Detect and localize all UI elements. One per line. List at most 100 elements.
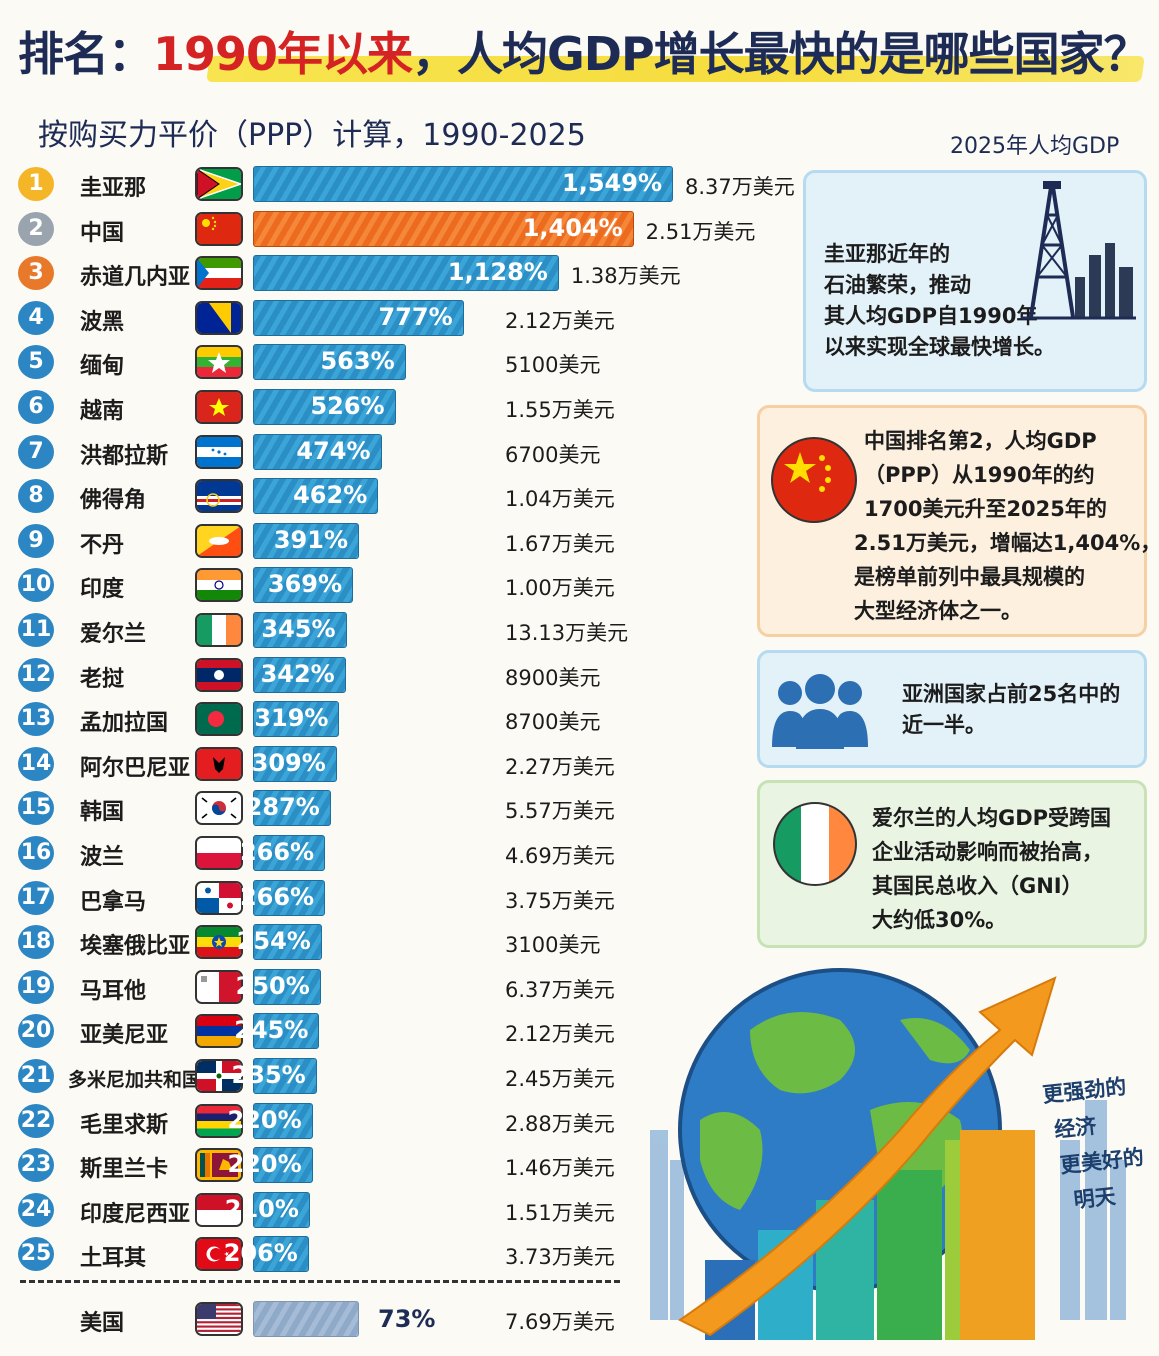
- title-part-2: 1990年以来: [153, 27, 413, 81]
- gdp-2025-value: 6.37万美元: [505, 977, 615, 1002]
- title-area: 排名：1990年以来，人均GDP增长最快的是哪些国家？: [18, 12, 1150, 92]
- note-line: 石油繁荣，推动: [824, 273, 971, 297]
- ranking-row: 21 多米尼加共和国 235% 2.45万美元: [0, 1056, 800, 1096]
- growth-bar: 1,404%: [253, 210, 634, 247]
- rank-badge: 15: [18, 791, 54, 826]
- albania-flag-icon: [195, 746, 243, 781]
- growth-bar: 235%: [232, 1058, 317, 1094]
- country-name: 印度尼西亚: [80, 1201, 191, 1227]
- note-ireland: 爱尔兰的人均GDP受跨国 企业活动影响而被抬高， 其国民总收入（GNI） 大约低…: [757, 780, 1147, 948]
- panama-flag-icon: [195, 880, 243, 915]
- growth-value-label: 210%: [224, 1194, 299, 1223]
- growth-bar: 220%: [227, 1147, 313, 1184]
- south-korea-flag-icon: [195, 791, 243, 826]
- india-flag-icon: [195, 568, 243, 603]
- usa-flag-icon: [195, 1302, 243, 1336]
- rank-badge: 1: [18, 167, 54, 201]
- gdp-2025-value: 7.69万美元: [505, 1310, 615, 1334]
- ranking-row: 18 埃塞俄比亚 254% 3100美元: [0, 922, 800, 962]
- bangladesh-flag-icon: [195, 702, 243, 737]
- country-name: 中国: [80, 220, 125, 246]
- ranking-row: 17 巴拿马 266% 3.75万美元: [0, 878, 800, 918]
- indonesia-flag-icon: [195, 1192, 243, 1227]
- growth-bar: 563%: [253, 344, 406, 381]
- gdp-2025-value: 1.67万美元: [505, 531, 615, 556]
- reference-divider: [20, 1280, 620, 1283]
- ethiopia-flag-icon: [195, 925, 243, 960]
- note-line: 爱尔兰的人均GDP受跨国: [872, 806, 1112, 830]
- country-name: 波兰: [80, 845, 125, 870]
- gdp-2025-value: 2.12万美元: [505, 1022, 615, 1047]
- ranking-row: 1 圭亚那 1,549% 8.37万美元: [0, 164, 800, 204]
- gdp-2025-value: 1.00万美元: [505, 576, 615, 601]
- country-name: 佛得角: [80, 488, 147, 514]
- note-line: 亚洲国家占前25名中的: [902, 682, 1121, 706]
- country-name: 马耳他: [80, 978, 147, 1004]
- growth-value-label: 462%: [293, 481, 368, 510]
- growth-value-label: 777%: [378, 302, 453, 331]
- gdp-2025-value: 6700美元: [505, 442, 601, 467]
- country-name: 毛里求斯: [80, 1112, 169, 1138]
- country-name: 埃塞俄比亚: [80, 934, 191, 960]
- note-line: 中国排名第2，人均GDP: [864, 429, 1097, 453]
- growth-arrow-icon: [678, 976, 1057, 1337]
- growth-value-label: 342%: [260, 659, 335, 688]
- armenia-flag-icon: [195, 1014, 243, 1049]
- note-china-text: 中国排名第2，人均GDP （PPP）从1990年的约 1700美元升至2025年…: [854, 424, 1159, 628]
- growth-value-label: 563%: [320, 347, 395, 376]
- note-line: 大型经济体之一。: [854, 599, 1022, 623]
- gdp-2025-value: 2.51万美元: [645, 219, 756, 244]
- rank-badge: 8: [18, 479, 54, 514]
- country-name: 越南: [80, 399, 125, 424]
- gdp-2025-value: 1.38万美元: [570, 264, 681, 289]
- city-skyline: [650, 1100, 1126, 1320]
- note-ireland-text: 爱尔兰的人均GDP受跨国 企业活动影响而被抬高， 其国民总收入（GNI） 大约低…: [872, 801, 1111, 937]
- gdp-2025-value: 2.12万美元: [505, 308, 615, 333]
- bhutan-flag-icon: [195, 523, 243, 558]
- honduras-flag-icon: [195, 434, 243, 469]
- ranking-row: 14 阿尔巴尼亚 309% 2.27万美元: [0, 744, 800, 784]
- rank-badge: 11: [18, 613, 54, 647]
- ranking-row: 6 越南 526% 1.55万美元: [0, 387, 800, 427]
- growth-bar: 266%: [240, 879, 326, 916]
- growth-bar: 210%: [225, 1191, 310, 1228]
- country-name: 缅甸: [80, 354, 125, 380]
- note-line: （PPP）从1990年的约: [864, 463, 1095, 487]
- growth-bar: 220%: [227, 1102, 313, 1139]
- growth-bar: 309%: [252, 745, 337, 782]
- gdp-2025-value: 1.51万美元: [505, 1200, 615, 1225]
- country-name: 土耳其: [80, 1246, 147, 1272]
- country-name: 阿尔巴尼亚: [80, 755, 191, 781]
- rank-badge: 12: [18, 657, 54, 692]
- ranking-row: 11 爱尔兰 345% 13.13万美元: [0, 610, 800, 650]
- growth-bar: 345%: [253, 612, 347, 648]
- rank-badge: 7: [18, 434, 54, 469]
- rank-badge: 16: [18, 836, 54, 870]
- growth-bar: [253, 1301, 359, 1337]
- sri-lanka-flag-icon: [195, 1148, 243, 1183]
- growth-bar: 777%: [253, 299, 464, 336]
- ranking-row: 12 老挝 342% 8900美元: [0, 655, 800, 695]
- turkey-flag-icon: [195, 1237, 243, 1272]
- rank-badge: 10: [18, 568, 54, 603]
- poland-flag-icon: [195, 836, 243, 870]
- ranking-row: 24 印度尼西亚 210% 1.51万美元: [0, 1190, 800, 1230]
- ranking-row: 16 波兰 266% 4.69万美元: [0, 833, 800, 873]
- growth-bar: 206%: [224, 1236, 309, 1273]
- gdp-2025-value: 13.13万美元: [505, 621, 629, 645]
- gdp-2025-value: 8900美元: [505, 665, 601, 690]
- people-group-icon: [772, 674, 868, 749]
- growth-bar: 474%: [253, 433, 382, 470]
- ranking-row: 23 斯里兰卡 220% 1.46万美元: [0, 1145, 800, 1185]
- rank-badge: 21: [18, 1059, 54, 1093]
- gdp-column-header: 2025年人均GDP: [950, 134, 1120, 159]
- country-name: 亚美尼亚: [80, 1023, 169, 1049]
- country-name: 圭亚那: [80, 176, 147, 201]
- gdp-2025-value: 2.45万美元: [505, 1067, 615, 1091]
- gdp-2025-value: 1.55万美元: [505, 398, 615, 422]
- note-asia: 亚洲国家占前25名中的 近一半。: [757, 650, 1147, 768]
- growth-value-label: 1,128%: [447, 258, 548, 287]
- growth-value-label: 206%: [223, 1239, 298, 1268]
- ranking-row: 20 亚美尼亚 245% 2.12万美元: [0, 1011, 800, 1051]
- rank-badge: 13: [18, 702, 54, 737]
